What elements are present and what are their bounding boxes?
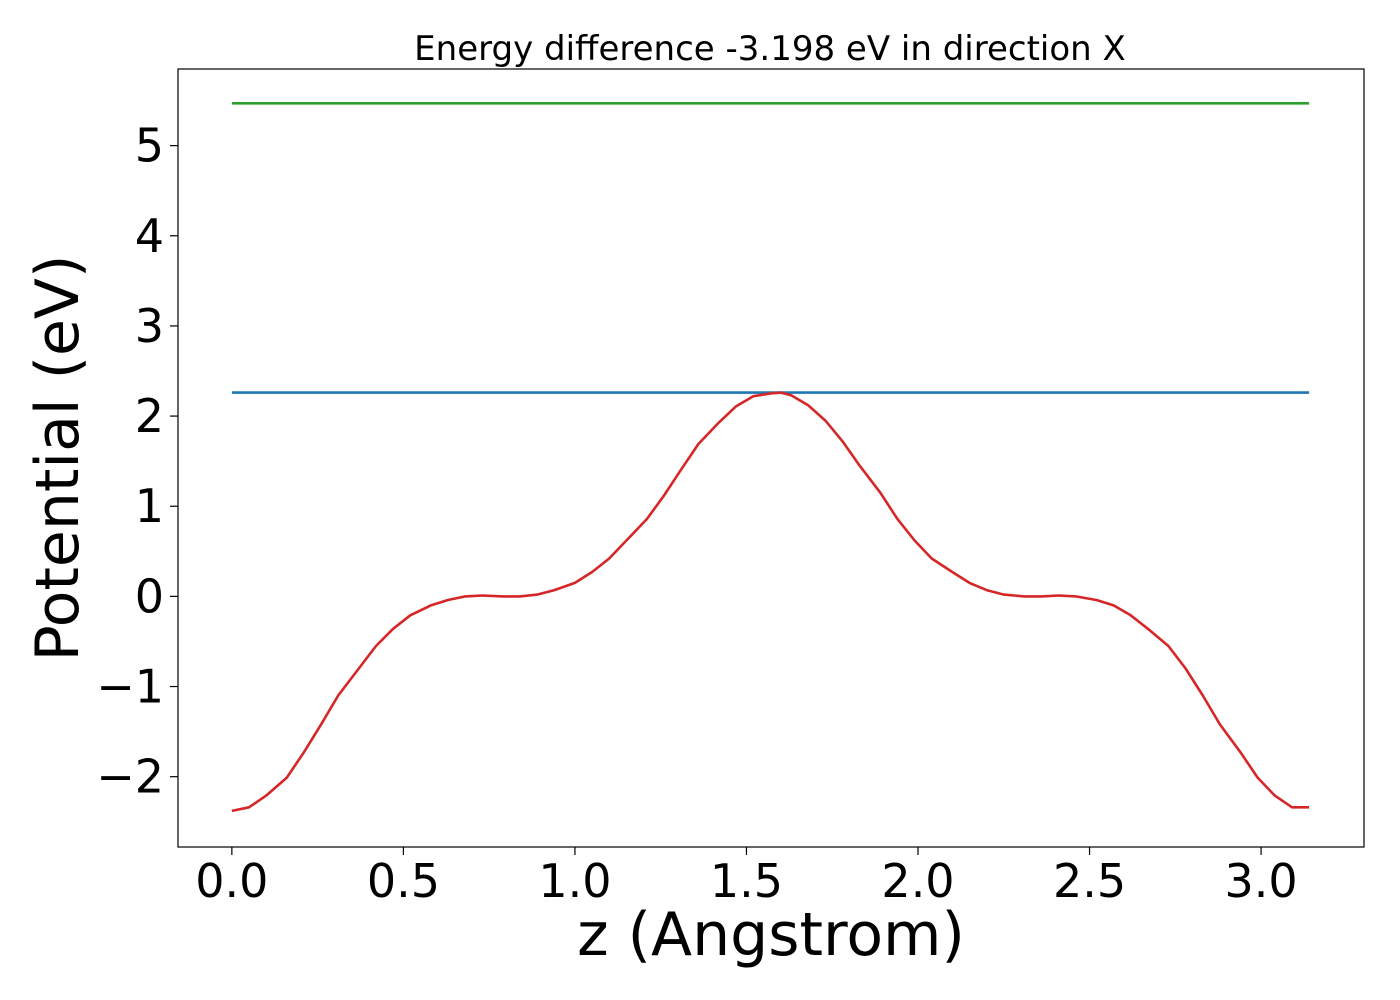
y-tick-label: 0 [135, 569, 164, 623]
y-tick-label: −2 [96, 750, 164, 804]
x-tick-label: 0.0 [195, 854, 268, 908]
plot-area [177, 68, 1365, 848]
x-axis-ticks: 0.0 0.5 1.0 1.5 2.0 2.5 3.0 [195, 847, 1298, 908]
x-tick-label: 1.0 [538, 854, 611, 908]
y-tick-label: 2 [135, 389, 164, 443]
y-tick-label: 4 [135, 209, 164, 263]
y-tick-label: −1 [96, 660, 164, 714]
y-axis-ticks: −2 −1 0 1 2 3 4 5 [96, 119, 178, 804]
x-tick-label: 2.0 [881, 854, 954, 908]
plot-frame [177, 68, 1365, 848]
x-tick-label: 1.5 [710, 854, 783, 908]
chart-title: Energy difference -3.198 eV in direction… [414, 29, 1126, 69]
y-tick-label: 1 [135, 479, 164, 533]
x-tick-label: 3.0 [1225, 854, 1298, 908]
x-axis-label: z (Angstrom) [577, 900, 965, 970]
series-layer [231, 102, 1310, 813]
y-axis-label: Potential (eV) [23, 255, 93, 662]
y-tick-label: 5 [135, 119, 164, 173]
x-tick-label: 0.5 [367, 854, 440, 908]
series-line-2 [231, 391, 1310, 813]
x-tick-label: 2.5 [1053, 854, 1126, 908]
y-tick-label: 3 [135, 299, 164, 353]
